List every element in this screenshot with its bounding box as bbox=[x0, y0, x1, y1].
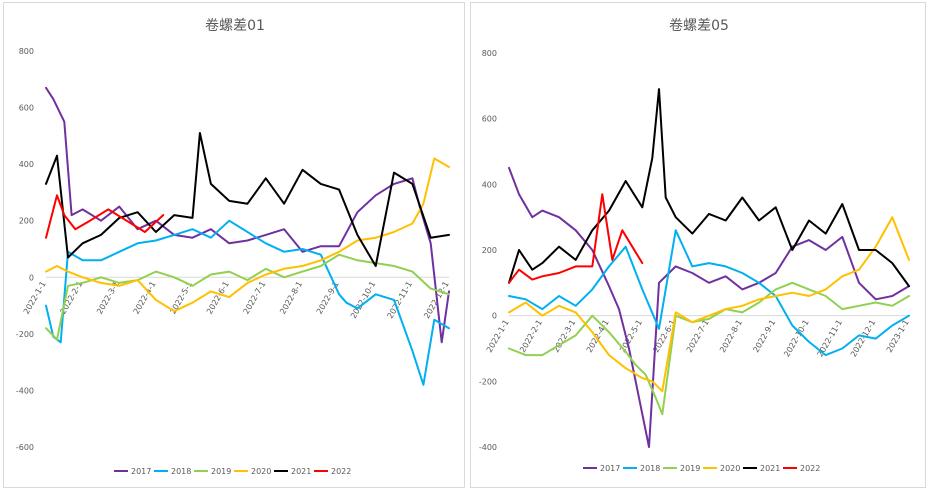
y-tick-label: 600 bbox=[19, 104, 34, 113]
x-tick-label: 2022-10-1 bbox=[349, 280, 377, 320]
x-tick-label: 2022-1-1 bbox=[485, 318, 511, 354]
y-tick-label: 0 bbox=[29, 273, 34, 282]
chart-panel-right: 卷螺差05 -400 -200 0 200 400 600 800 2022-1-1 2022-2… bbox=[470, 2, 926, 488]
legend-label: 2018 bbox=[640, 464, 660, 473]
legend-label: 2021 bbox=[760, 464, 780, 473]
y-tick-label: 200 bbox=[19, 217, 34, 226]
y-tick-label: 600 bbox=[482, 115, 497, 124]
series-line-2021 bbox=[45, 132, 450, 267]
y-tick-label: -200 bbox=[479, 377, 497, 386]
x-tick-label: 2022-7-1 bbox=[685, 318, 711, 354]
legend-label: 2022 bbox=[331, 467, 351, 476]
legend-label: 2022 bbox=[800, 464, 820, 473]
y-tick-label: 200 bbox=[482, 246, 497, 255]
x-tick-label: 2022-9-1 bbox=[751, 318, 777, 354]
x-tick-label: 2022-6-1 bbox=[205, 280, 231, 316]
y-tick-label: -200 bbox=[16, 330, 34, 339]
x-tick-label: 2022-2-1 bbox=[518, 318, 544, 354]
legend-label: 2017 bbox=[600, 464, 620, 473]
chart-panel-left: 卷螺差01 -600 -400 -200 0 200 400 600 800 2022-1-1 20… bbox=[3, 2, 465, 488]
y-tick-label: -400 bbox=[16, 386, 34, 395]
y-tick-label: 400 bbox=[19, 160, 34, 169]
y-tick-label: 800 bbox=[19, 47, 34, 56]
chart-title: 卷螺差01 bbox=[205, 18, 265, 34]
series-line-2020 bbox=[45, 157, 450, 313]
series-line-2018 bbox=[45, 219, 450, 386]
y-tick-label: -600 bbox=[16, 443, 34, 452]
y-tick-label: -400 bbox=[479, 443, 497, 452]
series-line-2022 bbox=[45, 194, 165, 239]
series-line-2021 bbox=[508, 88, 910, 288]
chart-left-svg: 卷螺差01 -600 -400 -200 0 200 400 600 800 2022-1-1 20… bbox=[16, 18, 451, 476]
series-line-2022 bbox=[508, 193, 644, 284]
legend-label: 2019 bbox=[680, 464, 700, 473]
legend-label: 2020 bbox=[251, 467, 271, 476]
x-tick-label: 2022-8-1 bbox=[278, 280, 304, 316]
legend-label: 2019 bbox=[211, 467, 231, 476]
x-tick-label: 2023-1-1 bbox=[885, 318, 911, 354]
legend-label: 2020 bbox=[720, 464, 740, 473]
x-tick-label: 2022-4-1 bbox=[585, 318, 611, 354]
x-tick-label: 2022-9-1 bbox=[315, 280, 341, 316]
series-line-2019 bbox=[45, 253, 450, 341]
chart-right-svg: 卷螺差05 -400 -200 0 200 400 600 800 2022-1-1 2022-2… bbox=[479, 18, 911, 473]
series-line-2017 bbox=[508, 166, 910, 448]
legend-label: 2021 bbox=[291, 467, 311, 476]
x-tick-label: 2022-1-1 bbox=[22, 280, 48, 316]
chart-title: 卷螺差05 bbox=[669, 18, 729, 34]
x-tick-label: 2022-8-1 bbox=[718, 318, 744, 354]
y-tick-label: 0 bbox=[492, 312, 497, 321]
legend-label: 2017 bbox=[131, 467, 151, 476]
y-tick-label: 800 bbox=[482, 49, 497, 58]
legend-label: 2018 bbox=[171, 467, 191, 476]
series-line-2020 bbox=[508, 216, 910, 393]
y-tick-label: 400 bbox=[482, 180, 497, 189]
series-line-2018 bbox=[508, 229, 910, 357]
